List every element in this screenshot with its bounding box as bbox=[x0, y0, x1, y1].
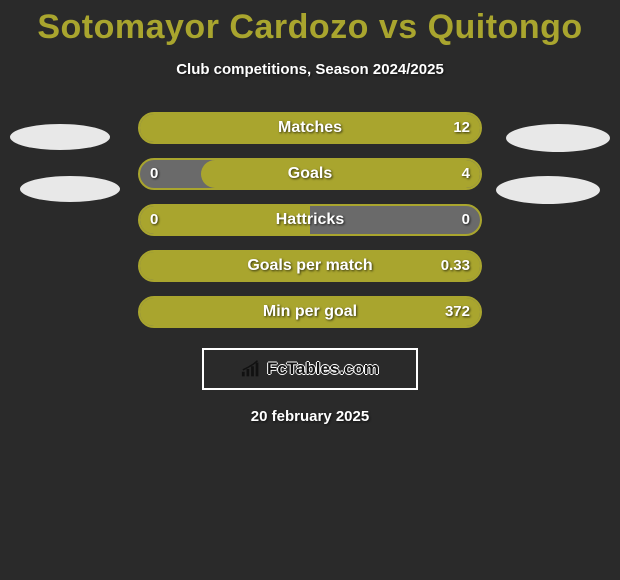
stat-label: Min per goal bbox=[140, 298, 480, 326]
stat-value-right: 0.33 bbox=[441, 252, 470, 280]
stat-bar-min-per-goal: Min per goal 372 bbox=[138, 296, 482, 328]
stat-label: Hattricks bbox=[140, 206, 480, 234]
stat-label: Goals per match bbox=[140, 252, 480, 280]
stat-label: Goals bbox=[140, 160, 480, 188]
stat-value-right: 12 bbox=[453, 114, 470, 142]
stat-label: Matches bbox=[140, 114, 480, 142]
stat-row: Goals per match 0.33 bbox=[0, 250, 620, 282]
stat-row: 0 Hattricks 0 bbox=[0, 204, 620, 236]
stat-bar-hattricks: 0 Hattricks 0 bbox=[138, 204, 482, 236]
bar-chart-icon bbox=[241, 360, 263, 378]
stat-bar-matches: Matches 12 bbox=[138, 112, 482, 144]
stat-value-right: 372 bbox=[445, 298, 470, 326]
stat-row: Min per goal 372 bbox=[0, 296, 620, 328]
stat-bar-goals-per-match: Goals per match 0.33 bbox=[138, 250, 482, 282]
stat-bar-goals: 0 Goals 4 bbox=[138, 158, 482, 190]
stat-value-right: 0 bbox=[462, 206, 470, 234]
brand-text: FcTables.com bbox=[267, 359, 379, 379]
brand-box: FcTables.com bbox=[202, 348, 418, 390]
date-text: 20 february 2025 bbox=[0, 408, 620, 425]
stat-row: 0 Goals 4 bbox=[0, 158, 620, 190]
stat-value-right: 4 bbox=[462, 160, 470, 188]
subtitle: Club competitions, Season 2024/2025 bbox=[0, 61, 620, 78]
page-title: Sotomayor Cardozo vs Quitongo bbox=[0, 0, 620, 47]
stat-row: Matches 12 bbox=[0, 112, 620, 144]
